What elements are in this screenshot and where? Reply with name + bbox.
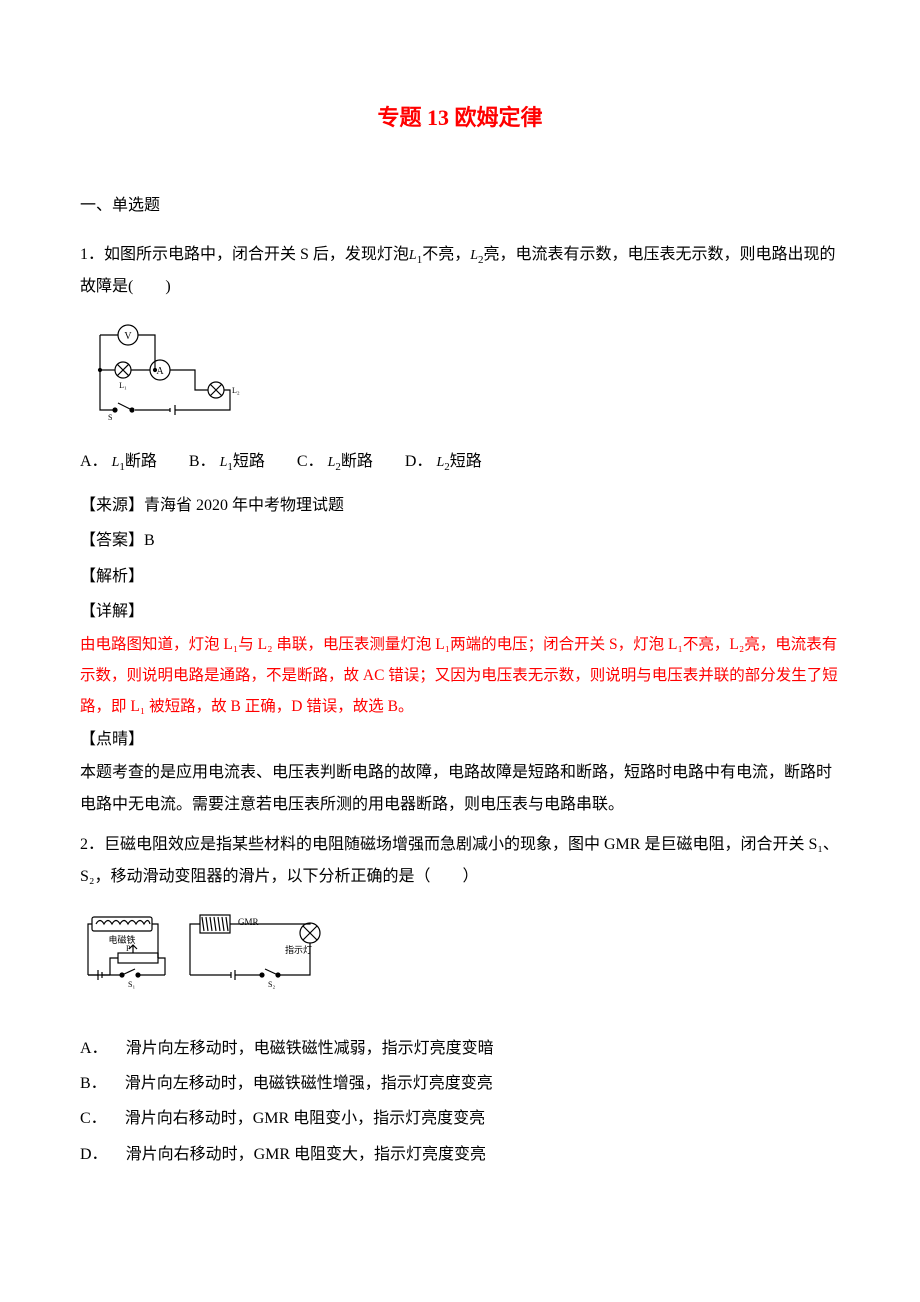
q1-circuit-diagram: V L₁ A L₂ S (80, 315, 840, 430)
q2-option-b: B． 滑片向左移动时，电磁铁磁性增强，指示灯亮度变亮 (80, 1066, 840, 1101)
q2-stem: 2．巨磁电阻效应是指某些材料的电阻随磁场增强而急剧减小的现象，图中 GMR 是巨… (80, 829, 840, 893)
q2-b-text: 滑片向左移动时，电磁铁磁性增强，指示灯亮度变亮 (125, 1075, 493, 1092)
q1-L2: L (470, 248, 478, 263)
q2-c-label: C． (80, 1110, 107, 1127)
q2-c-text: 滑片向右移动时，GMR 电阻变小，指示灯亮度变亮 (125, 1110, 485, 1127)
q2-option-d: D． 滑片向右移动时，GMR 电阻变大，指示灯亮度变亮 (80, 1137, 840, 1172)
svg-text:S₂: S₂ (268, 980, 275, 989)
q1-a-label: A． (80, 453, 108, 470)
q1-c-label: C． (297, 453, 324, 470)
q1-detail-label: 【详解】 (80, 594, 840, 629)
q1-L1: L (409, 248, 417, 263)
q1-stem: 1．如图所示电路中，闭合开关 S 后，发现灯泡L1不亮，L2亮，电流表有示数，电… (80, 239, 840, 303)
svg-text:S: S (108, 413, 112, 422)
q1-dianqing-text: 本题考查的是应用电流表、电压表判断电路的故障，电路故障是短路和断路，短路时电路中… (80, 757, 840, 821)
svg-text:V: V (124, 331, 132, 342)
q2-d-text: 滑片向右移动时，GMR 电阻变大，指示灯亮度变亮 (126, 1146, 486, 1163)
section-heading: 一、单选题 (80, 192, 840, 221)
svg-text:L₁: L₁ (119, 381, 127, 390)
q1-answer: 【答案】B (80, 523, 840, 558)
q1-explanation-red: 由电路图知道，灯泡 L₁与 L₂ 串联，电压表测量灯泡 L₁两端的电压；闭合开关… (80, 629, 840, 722)
svg-text:P: P (126, 944, 131, 953)
q2-d-label: D． (80, 1146, 108, 1163)
q1-d-label: D． (405, 453, 433, 470)
q2-circuit-diagram: 电磁铁 P S₁ (80, 905, 840, 1015)
q1-stem-p2: 不亮， (422, 246, 470, 263)
q2-a-text: 滑片向左移动时，电磁铁磁性减弱，指示灯亮度变暗 (126, 1040, 494, 1057)
q1-source: 【来源】青海省 2020 年中考物理试题 (80, 488, 840, 523)
svg-text:A: A (156, 366, 164, 377)
page-title: 专题 13 欧姆定律 (80, 100, 840, 132)
q1-analysis-label: 【解析】 (80, 559, 840, 594)
q1-option-d: D． L2短路 (405, 446, 482, 478)
q1-c-text: 断路 (341, 453, 373, 470)
svg-text:L₂: L₂ (232, 386, 240, 395)
q1-b-text: 短路 (233, 453, 265, 470)
q1-option-b: B． L1短路 (189, 446, 265, 478)
q2-options: A． 滑片向左移动时，电磁铁磁性减弱，指示灯亮度变暗 B． 滑片向左移动时，电磁铁磁… (80, 1031, 840, 1172)
q1-option-a: A． L1断路 (80, 446, 157, 478)
q2-option-c: C． 滑片向右移动时，GMR 电阻变小，指示灯亮度变亮 (80, 1101, 840, 1136)
q1-options: A． L1断路 B． L1短路 C． L2断路 D． L2短路 (80, 446, 840, 478)
q1-a-text: 断路 (125, 453, 157, 470)
svg-text:S₁: S₁ (128, 980, 135, 989)
svg-text:电磁铁: 电磁铁 (108, 934, 135, 945)
q1-stem-p1: 1．如图所示电路中，闭合开关 S 后，发现灯泡 (80, 246, 409, 263)
q1-d-text: 短路 (450, 453, 482, 470)
q2-b-label: B． (80, 1075, 107, 1092)
q1-dianqing-label: 【点晴】 (80, 722, 840, 757)
svg-text:指示灯: 指示灯 (285, 944, 312, 955)
q2-a-label: A． (80, 1040, 108, 1057)
q1-b-label: B． (189, 453, 216, 470)
q2-option-a: A． 滑片向左移动时，电磁铁磁性减弱，指示灯亮度变暗 (80, 1031, 840, 1066)
svg-text:GMR: GMR (238, 917, 259, 927)
q1-option-c: C． L2断路 (297, 446, 373, 478)
